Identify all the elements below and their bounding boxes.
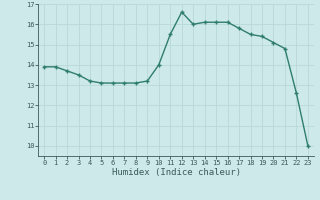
X-axis label: Humidex (Indice chaleur): Humidex (Indice chaleur) <box>111 168 241 177</box>
